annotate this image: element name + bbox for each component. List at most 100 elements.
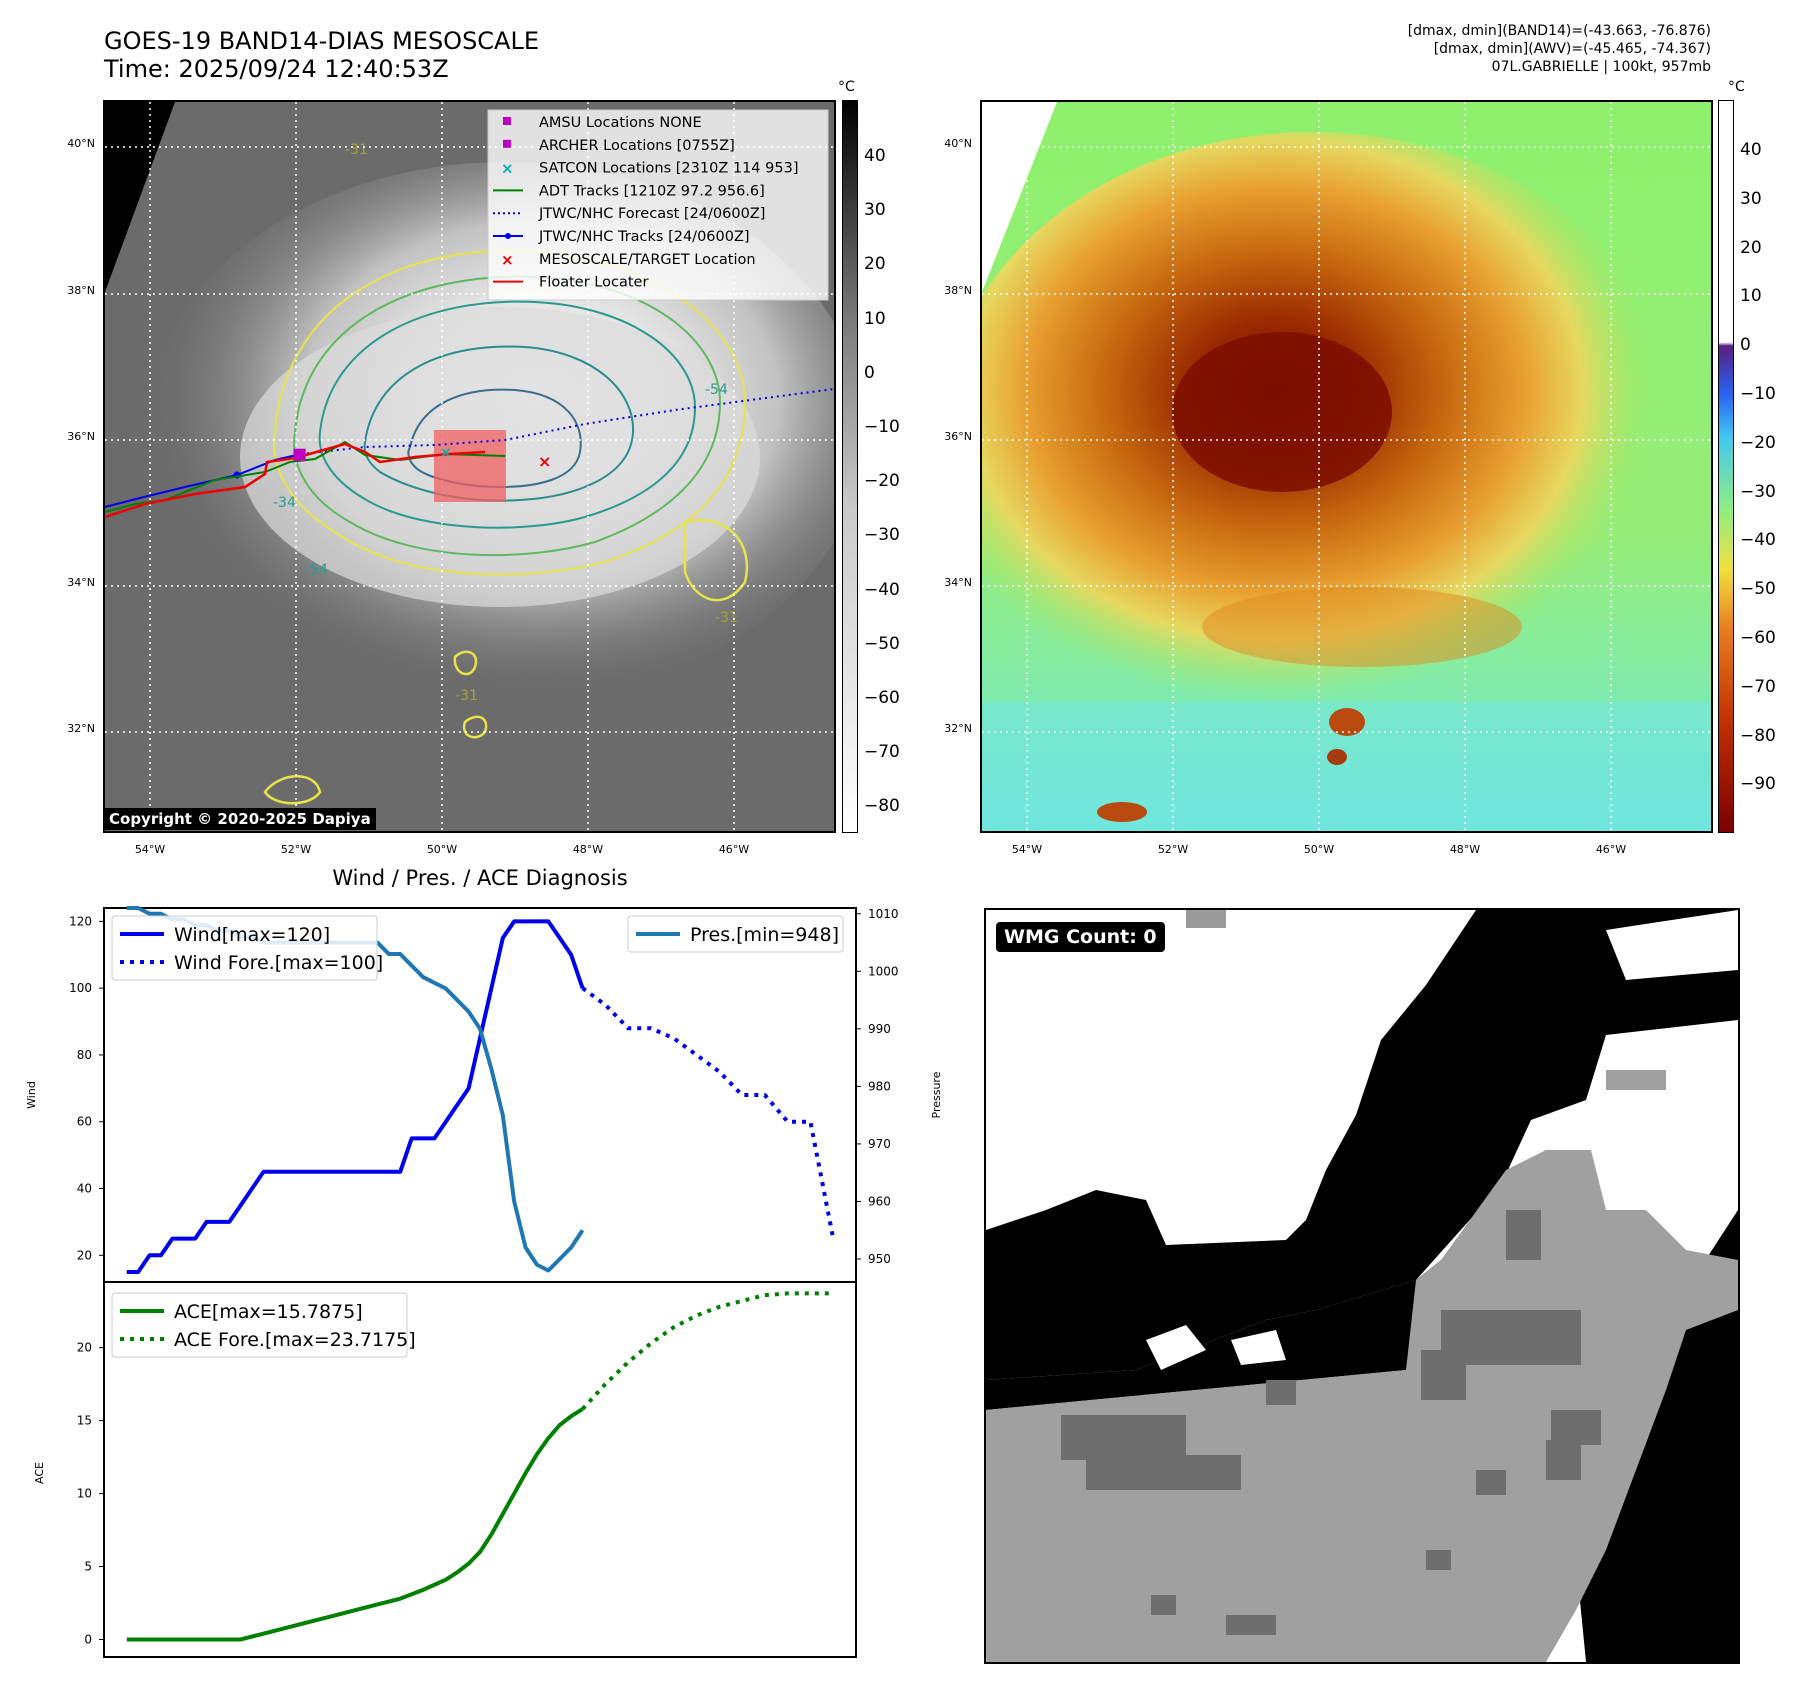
lon-label: 52°W [280, 843, 312, 856]
colorbar-left-tick: −70 [864, 742, 900, 763]
colorbar-right-tick: −40 [1740, 530, 1776, 551]
wmg-count-badge: WMG Count: 0 [996, 922, 1165, 952]
wind-tick-label: 120 [69, 914, 92, 928]
pressure-tick-label: 1010 [868, 907, 899, 921]
svg-text:×: × [501, 251, 514, 269]
ir-map-svg: -54 -54 -31 -31 -34 -31 ■ × × [105, 102, 834, 831]
colorbar-left-tick: 20 [864, 254, 886, 275]
wind-axis-label: Wind [25, 1081, 38, 1109]
lat-label: 34°N [944, 576, 972, 589]
svg-text:×: × [440, 445, 452, 461]
svg-text:■: ■ [292, 444, 307, 463]
wind-legend: Wind[max=120] Wind Fore.[max=100] [111, 915, 383, 981]
colorbar-right-tick: 20 [1740, 237, 1762, 258]
lat-label: 36°N [944, 430, 972, 443]
ir-satellite-map: -54 -54 -31 -31 -34 -31 ■ × × [103, 100, 836, 833]
ace-tick-label: 5 [84, 1560, 92, 1574]
legend-text: ACE Fore.[max=23.7175] [174, 1329, 416, 1351]
mesoscale-box [434, 430, 506, 502]
lon-label: 48°W [572, 843, 604, 856]
lat-label: 40°N [944, 137, 972, 150]
colorbar-left [842, 100, 858, 833]
legend-entry: × SATCON Locations [2310Z 114 953] [501, 160, 798, 178]
copyright-notice: Copyright © 2020-2025 Dapiya [104, 808, 376, 830]
colorbar-right-unit: °C [1728, 79, 1745, 95]
colorbar-right [1718, 100, 1734, 833]
pressure-tick-label: 970 [868, 1137, 891, 1151]
colorbar-left-unit: °C [838, 79, 855, 95]
pressure-legend: Pres.[min=948] [627, 915, 844, 953]
colorbar-right-tick: −50 [1740, 579, 1776, 600]
legend-label: JTWC/NHC Forecast [24/0600Z] [538, 206, 765, 222]
lon-label: 50°W [426, 843, 458, 856]
lon-label: 50°W [1303, 843, 1335, 856]
colorbar-left-tick: −30 [864, 525, 900, 546]
colorbar-right-tick: 40 [1740, 140, 1762, 160]
colorbar-left-tick: −40 [864, 579, 900, 600]
target-marker: × [538, 452, 551, 471]
lat-label: 38°N [944, 284, 972, 297]
pressure-tick-label: 1000 [868, 964, 899, 978]
contour-label: -54 [305, 562, 328, 578]
lat-label: 40°N [67, 137, 95, 150]
legend-label: SATCON Locations [2310Z 114 953] [539, 161, 798, 177]
lat-label: 36°N [67, 430, 95, 443]
colorbar-left-tick: 40 [864, 146, 886, 166]
colorbar-right-tick: −20 [1740, 432, 1776, 453]
lat-label: 32°N [67, 722, 95, 735]
legend-entry: AMSU Locations NONE [503, 115, 702, 131]
ace-tick-label: 15 [77, 1414, 92, 1428]
pressure-tick-label: 980 [868, 1079, 891, 1093]
wmg-panel [984, 908, 1740, 1664]
lon-label: 52°W [1157, 843, 1189, 856]
colorbar-right-tick: 0 [1740, 335, 1751, 356]
legend-label: ADT Tracks [1210Z 97.2 956.6] [539, 183, 765, 199]
wind-pres-ace-chart: 20 40 60 80 100 120 950 960 970 980 990 1000 1010 0 5 1… [25, 906, 943, 1658]
pressure-tick-label: 950 [868, 1252, 891, 1266]
wind-forecast-line [581, 986, 836, 1239]
legend-entry: × MESOSCALE/TARGET Location [501, 251, 756, 269]
legend-text: Pres.[min=948] [690, 924, 839, 946]
legend-label: JTWC/NHC Tracks [24/0600Z] [538, 229, 750, 245]
lon-label: 48°W [1449, 843, 1481, 856]
pressure-tick-label: 990 [868, 1022, 891, 1036]
colorbar-right-tick: −10 [1740, 384, 1776, 404]
diagnosis-title: Wind / Pres. / ACE Diagnosis [332, 866, 628, 890]
colorbar-left-tick: 0 [864, 362, 875, 383]
lat-label: 34°N [67, 576, 95, 589]
legend-entry: JTWC/NHC Forecast [24/0600Z] [493, 206, 765, 222]
legend-text: Wind Fore.[max=100] [174, 952, 383, 974]
colorbar-left-tick: −50 [864, 633, 900, 654]
ace-tick-label: 20 [77, 1341, 92, 1355]
colorbar-right-tick: −90 [1740, 774, 1776, 795]
wind-tick-label: 20 [77, 1248, 92, 1262]
contour-label: -31 [715, 610, 738, 626]
colorbar-right-tick: −60 [1740, 628, 1776, 648]
colorbar-left-tick: −80 [864, 796, 900, 817]
legend-entry: JTWC/NHC Tracks [24/0600Z] [493, 229, 750, 245]
storm-info: 07L.GABRIELLE | 100kt, 957mb [1491, 59, 1711, 75]
ace-axis-label: ACE [33, 1462, 46, 1484]
pressure-axis-label: Pressure [930, 1071, 943, 1118]
color-enhanced-map [980, 100, 1713, 833]
lon-label: 54°W [134, 843, 166, 856]
ace-tick-label: 10 [77, 1487, 92, 1501]
legend-entry: Floater Locater [493, 275, 648, 291]
legend-label: MESOSCALE/TARGET Location [539, 252, 756, 268]
legend-label: Floater Locater [539, 275, 648, 291]
legend-entry: ARCHER Locations [0755Z] [503, 138, 735, 154]
legend-text: ACE[max=15.7875] [174, 1301, 363, 1323]
colorbar-left-tick: −20 [864, 471, 900, 492]
jtwc-forecast [300, 388, 834, 455]
legend-label: ARCHER Locations [0755Z] [539, 138, 735, 154]
legend-entry: ADT Tracks [1210Z 97.2 956.6] [493, 183, 765, 199]
colorbar-right-tick: −30 [1740, 481, 1776, 502]
ace-line [126, 1407, 584, 1642]
colorbar-right-tick: −70 [1740, 676, 1776, 697]
map-legend: AMSU Locations NONE ARCHER Locations [075… [487, 109, 829, 301]
wind-line [126, 919, 585, 1274]
dmax-dmin-awv: [dmax, dmin](AWV)=(-45.465, -74.367) [1433, 41, 1711, 57]
lon-label: 54°W [1011, 843, 1043, 856]
colorbar-left-tick: 10 [864, 308, 886, 329]
wind-tick-label: 60 [77, 1115, 92, 1129]
